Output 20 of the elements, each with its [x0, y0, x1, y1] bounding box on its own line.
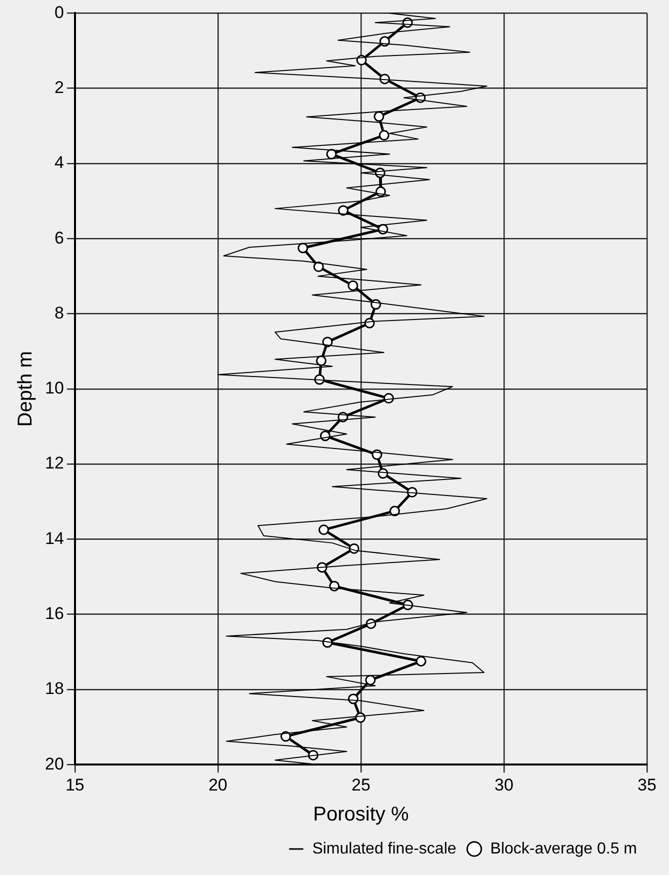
x-tick-label: 35 [638, 775, 656, 794]
y-tick-label: 8 [54, 303, 64, 322]
y-tick-label: 20 [44, 754, 64, 774]
y-tick-label: 14 [44, 528, 64, 548]
y-tick-label: 0 [54, 2, 64, 22]
y-tick-label: 16 [44, 604, 64, 624]
y-axis-title: Depth m [14, 351, 37, 427]
y-tick-label: 18 [44, 679, 64, 698]
x-tick-label: 30 [494, 775, 514, 794]
y-tick-label: 10 [44, 378, 64, 398]
legend-label: Simulated fine-scale [312, 840, 456, 858]
x-axis-title: Porosity % [313, 804, 409, 826]
y-tick-label: 6 [54, 228, 64, 248]
y-tick-label: 2 [54, 78, 64, 98]
x-tick-label: 25 [351, 775, 370, 794]
x-tick-label: 15 [65, 775, 84, 794]
y-tick-label: 4 [54, 153, 64, 172]
y-tick-label: 12 [44, 454, 64, 473]
legend-label: Block-average 0.5 m [490, 840, 637, 858]
x-tick-label: 20 [208, 775, 228, 794]
